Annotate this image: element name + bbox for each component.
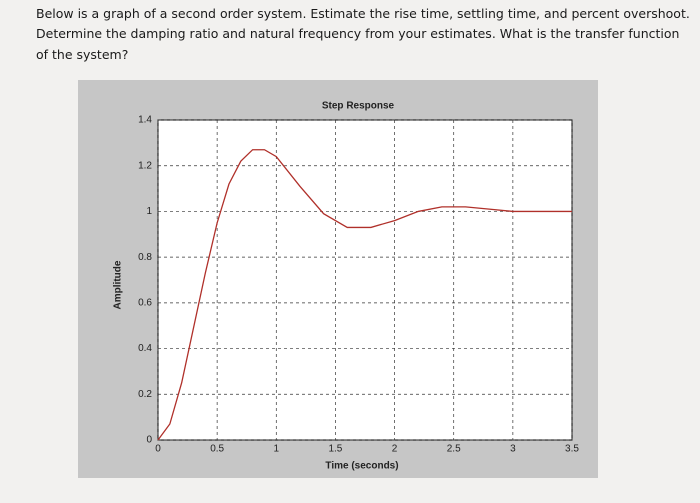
y-tick-label: 0: [146, 435, 152, 446]
y-tick-label: 0.4: [138, 343, 152, 354]
x-tick-label: 1: [274, 444, 280, 455]
x-tick-label: 3.5: [565, 444, 579, 455]
data-line: [157, 149, 572, 441]
x-tick-label: 2.5: [447, 444, 461, 455]
question-line: Determine the damping ratio and natural …: [36, 26, 680, 41]
x-tick-label: 1.5: [328, 444, 342, 455]
y-tick-label: 0.8: [138, 252, 152, 263]
chart-title: Step Response: [322, 101, 395, 112]
y-tick-label: 1.2: [138, 160, 152, 171]
y-axis-label: Amplitude: [113, 260, 124, 309]
x-tick-label: 2: [392, 444, 398, 455]
x-tick-label: 3: [510, 444, 516, 455]
x-axis-label: Time (seconds): [325, 461, 398, 472]
y-tick-label: 0.6: [138, 297, 152, 308]
question-line: of the system?: [36, 47, 129, 62]
x-tick-label: 0: [155, 444, 161, 455]
y-tick-label: 0.2: [138, 389, 152, 400]
x-tick-label: 0.5: [210, 444, 224, 455]
y-tick-label: 1.4: [138, 115, 152, 126]
question-line: Below is a graph of a second order syste…: [36, 6, 690, 21]
y-tick-label: 1: [146, 206, 152, 217]
plot-area: [157, 119, 573, 441]
